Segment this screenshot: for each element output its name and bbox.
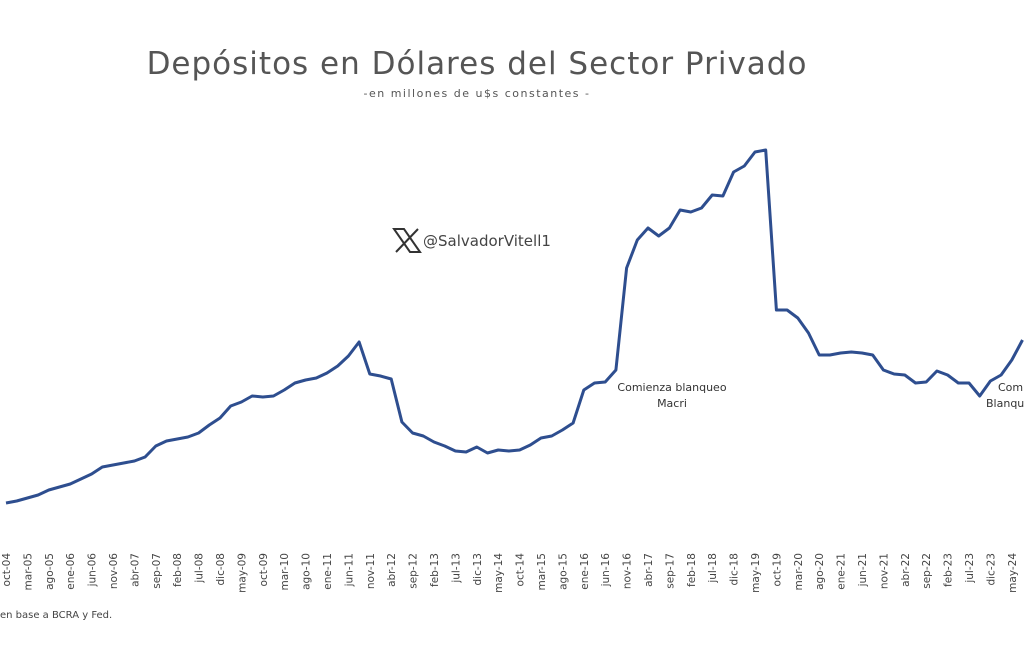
x-tick-label: ene-11	[322, 553, 334, 590]
x-tick-label: jul-08	[194, 553, 206, 584]
x-tick-label: feb-13	[429, 553, 441, 587]
x-tick-label: dic-13	[472, 553, 484, 586]
x-logo	[392, 228, 422, 253]
x-tick-label: dic-08	[215, 553, 227, 586]
x-tick-label: sep-22	[921, 553, 933, 589]
x-tick-label: sep-17	[664, 553, 676, 589]
watermark: @SalvadorVitell1	[423, 232, 551, 250]
chart-subtitle: -en millones de u$s constantes -	[363, 87, 590, 100]
x-tick-label: mar-15	[536, 553, 548, 590]
x-tick-label: dic-18	[729, 553, 741, 586]
x-tick-label: sep-12	[408, 553, 420, 589]
x-tick-label: nov-16	[622, 553, 634, 589]
x-tick-label: may-14	[493, 553, 505, 593]
x-tick-label: may-09	[236, 553, 248, 593]
x-tick-label: abr-17	[643, 553, 655, 587]
x-tick-label: mar-05	[22, 553, 34, 590]
source: en base a BCRA y Fed.	[0, 610, 112, 621]
x-tick-label: abr-07	[129, 553, 141, 587]
x-tick-label: jul-18	[707, 553, 719, 584]
x-tick-label: jun-21	[857, 553, 869, 587]
x-tick-label: mar-20	[793, 553, 805, 590]
x-tick-label: oct-19	[771, 553, 783, 586]
x-tick-label: feb-08	[172, 553, 184, 587]
x-tick-label: may-19	[750, 553, 762, 593]
x-tick-label: mar-10	[279, 553, 291, 590]
x-tick-label: ago-10	[301, 553, 313, 590]
annotation: Com	[998, 381, 1023, 394]
x-tick-label: ene-21	[836, 553, 848, 590]
x-tick-label: jul-13	[450, 553, 462, 584]
annotation: Comienza blanqueo	[617, 381, 726, 394]
x-tick-label: abr-22	[900, 553, 912, 587]
x-tick-label: sep-07	[151, 553, 163, 589]
x-tick-label: jun-11	[343, 553, 355, 587]
x-tick-label: feb-23	[943, 553, 955, 587]
x-tick-label: ene-16	[579, 553, 591, 590]
x-tick-label: nov-06	[108, 553, 120, 589]
x-tick-label: abr-12	[386, 553, 398, 587]
x-tick-label: nov-21	[878, 553, 890, 589]
x-tick-label: jul-23	[964, 553, 976, 584]
annotation: Macri	[657, 397, 687, 410]
x-tick-label: ago-05	[44, 553, 56, 590]
data-line	[5, 148, 1024, 505]
x-tick-label: may-24	[1007, 553, 1019, 593]
chart-title: Depósitos en Dólares del Sector Privado	[147, 46, 808, 82]
x-tick-label: feb-18	[686, 553, 698, 587]
x-tick-label: oct-09	[258, 553, 270, 586]
x-tick-label: dic-23	[985, 553, 997, 586]
x-tick-label: jun-06	[87, 553, 99, 588]
annotation: Blanqueo	[986, 397, 1024, 410]
x-tick-label: ene-06	[65, 553, 77, 590]
x-tick-label: ago-15	[557, 553, 569, 590]
x-tick-label: nov-11	[365, 553, 377, 589]
x-tick-label: ago-20	[814, 553, 826, 590]
x-tick-label: oct-14	[515, 553, 527, 587]
x-tick-label: jun-16	[600, 553, 612, 588]
x-tick-label: oct-04	[1, 553, 13, 587]
